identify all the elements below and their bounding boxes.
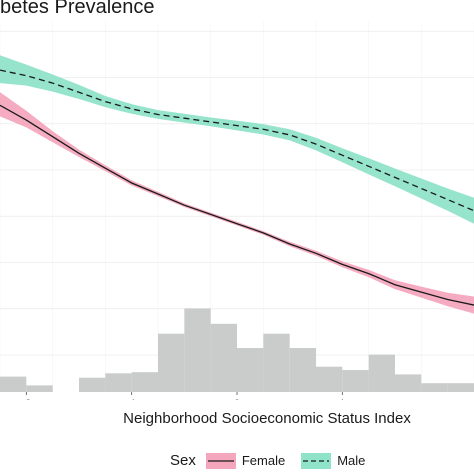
- histogram-bar: [79, 377, 106, 392]
- histogram-bar: [368, 354, 395, 392]
- histogram-bar: [158, 333, 185, 392]
- legend-entry-male: Male: [301, 452, 366, 469]
- series-lines: [0, 69, 474, 306]
- histogram-bar: [289, 348, 316, 392]
- histogram-bar: [447, 383, 474, 392]
- histogram-bar: [237, 348, 264, 392]
- legend-label-male: Male: [337, 453, 366, 468]
- chart-plot: -2 -1 0 1: [0, 22, 474, 400]
- band-female: [0, 92, 474, 314]
- confidence-bands: [0, 55, 474, 314]
- histogram-bar: [105, 373, 132, 392]
- x-tick-label: -2: [21, 398, 31, 400]
- legend-key-female: [205, 452, 236, 469]
- line-male: [0, 69, 474, 212]
- histogram-bar: [0, 376, 27, 392]
- legend-label-female: Female: [241, 453, 286, 468]
- histogram-bar: [263, 333, 290, 392]
- x-tick-label: 0: [234, 398, 240, 400]
- line-female: [0, 104, 474, 306]
- histogram-bar: [131, 372, 158, 392]
- histogram-bar: [342, 370, 369, 392]
- x-tick-label: -1: [127, 398, 137, 400]
- histogram: [0, 308, 474, 392]
- histogram-bar: [26, 385, 53, 392]
- histogram-bar: [421, 383, 448, 392]
- x-axis-label: Neighborhood Socioeconomic Status Index: [123, 410, 411, 427]
- legend: Sex Female Male: [170, 452, 381, 469]
- chart-title: betes Prevalence: [0, 0, 155, 18]
- legend-title: Sex: [170, 452, 196, 469]
- x-axis-ticks: -2 -1 0 1: [21, 392, 345, 400]
- histogram-bar: [316, 366, 343, 392]
- histogram-bar: [395, 374, 422, 392]
- x-tick-label: 1: [339, 398, 345, 400]
- legend-entry-female: Female: [205, 452, 286, 469]
- histogram-bar: [210, 323, 237, 392]
- histogram-bar: [184, 308, 211, 392]
- legend-key-male: [301, 452, 332, 469]
